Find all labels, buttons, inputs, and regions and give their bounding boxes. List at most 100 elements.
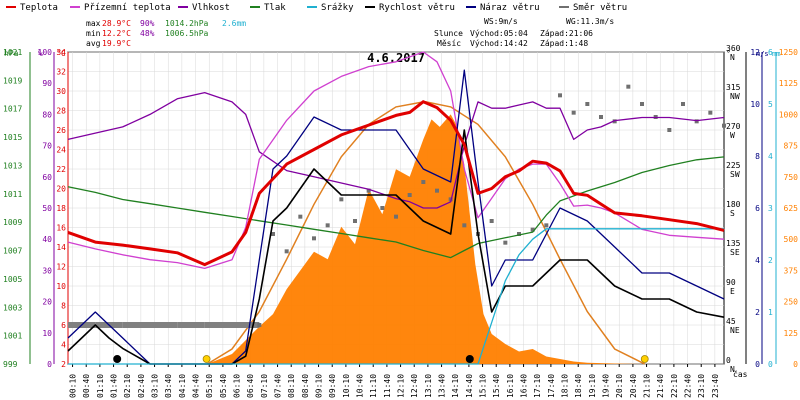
tick-label-hpa: 1001	[3, 332, 22, 341]
tick-label-pct: 80	[42, 110, 52, 119]
tick-label-time: 16:40	[520, 374, 529, 398]
sun-marker	[202, 355, 211, 363]
tick-label-rad: 500	[784, 235, 799, 244]
series-vlhkost	[67, 91, 725, 209]
wind-direction-point	[489, 219, 494, 223]
wind-direction-point	[544, 223, 549, 228]
tick-label-pct: 60	[42, 173, 52, 182]
wind-direction-point	[284, 249, 289, 254]
series-sr-ky	[68, 228, 724, 365]
legend-label: Přízemní teplota	[84, 3, 171, 13]
tick-label-pct: 10	[42, 329, 52, 338]
tick-label-time: 15:40	[492, 374, 501, 398]
tick-label-rad: 125	[784, 329, 799, 338]
tick-label-time: 08:10	[287, 374, 296, 398]
stat-min-hum: 48%	[140, 29, 155, 38]
wind-direction-point	[339, 197, 344, 202]
tick-label-compass: NE	[730, 326, 740, 335]
wind-direction-point	[394, 214, 398, 219]
wind-direction-point	[503, 240, 508, 245]
wind-direction-point	[667, 128, 672, 132]
tick-label-time: 13:10	[424, 374, 433, 398]
moon-label: Měsíc	[437, 39, 461, 48]
wind-speed-max: WS:9m/s	[484, 17, 518, 26]
wind-direction-point	[517, 232, 521, 236]
wind-direction-point	[353, 219, 357, 223]
stat-min-label: min	[86, 29, 101, 38]
tick-label-temp: 30	[56, 87, 66, 96]
tick-label-dir: 0	[726, 356, 731, 365]
tick-label-ms: 0	[755, 360, 760, 369]
sun-rise: Východ:05:04	[470, 29, 528, 38]
legend-label: Tlak	[264, 3, 286, 13]
tick-label-pct: 70	[42, 142, 52, 151]
tick-label-compass: SW	[730, 170, 740, 179]
wind-direction-point	[612, 119, 617, 124]
tick-label-temp: 10	[56, 282, 66, 291]
tick-label-dir: 270	[726, 122, 741, 131]
tick-label-time: 07:10	[260, 374, 269, 398]
series-rychlost-v-tru	[67, 129, 725, 365]
tick-label-time: 01:10	[96, 374, 105, 398]
moon-marker	[465, 355, 474, 363]
legend-label: Teplota	[20, 3, 58, 13]
tick-label-compass: N	[730, 365, 735, 374]
tick-label-temp: 16	[56, 224, 66, 233]
moon-marker	[113, 355, 122, 363]
wind-direction-point	[325, 223, 330, 228]
tick-label-temp: 24	[56, 146, 66, 155]
tick-label-time: 15:10	[479, 374, 488, 398]
tick-label-pct: 50	[42, 204, 52, 213]
tick-label-time: 09:40	[328, 374, 337, 398]
tick-label-time: 12:40	[410, 374, 419, 398]
tick-label-compass: SE	[730, 248, 740, 257]
tick-label-mm: 4	[768, 152, 773, 161]
tick-label-time: 19:10	[588, 374, 597, 398]
tick-label-hpa: 1015	[3, 133, 22, 142]
tick-label-rad: 1250	[779, 48, 798, 57]
sun-label: Slunce	[434, 29, 463, 38]
wind-direction-point	[530, 227, 535, 232]
tick-label-dir: 315	[726, 83, 741, 92]
tick-label-time: 07:40	[274, 374, 283, 398]
wind-direction-band	[150, 322, 178, 328]
wind-direction-band	[177, 322, 205, 328]
tick-label-time: 11:40	[383, 374, 392, 398]
wind-direction-point	[708, 110, 713, 115]
tick-label-temp: 2	[61, 360, 66, 369]
stat-min-temp: 12.2°C	[102, 29, 131, 38]
tick-label-time: 14:40	[465, 374, 474, 398]
tick-label-ms: 6	[755, 204, 760, 213]
wind-direction-point	[298, 214, 303, 219]
tick-label-time: 12:10	[397, 374, 406, 398]
legend-label: Rychlost větru	[379, 3, 455, 13]
tick-label-time: 23:40	[711, 374, 720, 398]
sun-marker	[640, 355, 649, 363]
tick-label-ms: 8	[755, 152, 760, 161]
series-teplota	[67, 100, 725, 267]
tick-label-time: 09:10	[315, 374, 324, 398]
tick-label-temp: 4	[61, 341, 66, 350]
tick-label-time: 21:10	[643, 374, 652, 398]
tick-label-time: 20:40	[629, 374, 638, 398]
tick-label-time: 16:10	[506, 374, 515, 398]
wind-direction-point	[366, 188, 371, 193]
moon-set: Západ:1:48	[540, 39, 588, 48]
tick-label-time: 03:10	[151, 374, 160, 398]
tick-label-time: 11:10	[369, 374, 378, 398]
tick-label-mm: 5	[768, 100, 773, 109]
tick-label-temp: 28	[56, 107, 66, 116]
tick-label-hpa: 1005	[3, 275, 22, 284]
wind-direction-point	[694, 119, 699, 124]
stat-max-hum: 90%	[140, 19, 155, 28]
tick-label-pct: 20	[42, 298, 52, 307]
tick-label-time: 04:10	[178, 374, 187, 398]
tick-label-time: 13:40	[438, 374, 447, 398]
tick-label-compass: E	[730, 287, 735, 296]
tick-label-mm: 3	[768, 204, 773, 213]
tick-label-time: 01:40	[110, 374, 119, 398]
tick-label-time: 17:10	[533, 374, 542, 398]
tick-label-rad: 625	[784, 204, 799, 213]
wind-direction-point	[558, 93, 562, 98]
tick-label-time: 00:40	[82, 374, 91, 398]
